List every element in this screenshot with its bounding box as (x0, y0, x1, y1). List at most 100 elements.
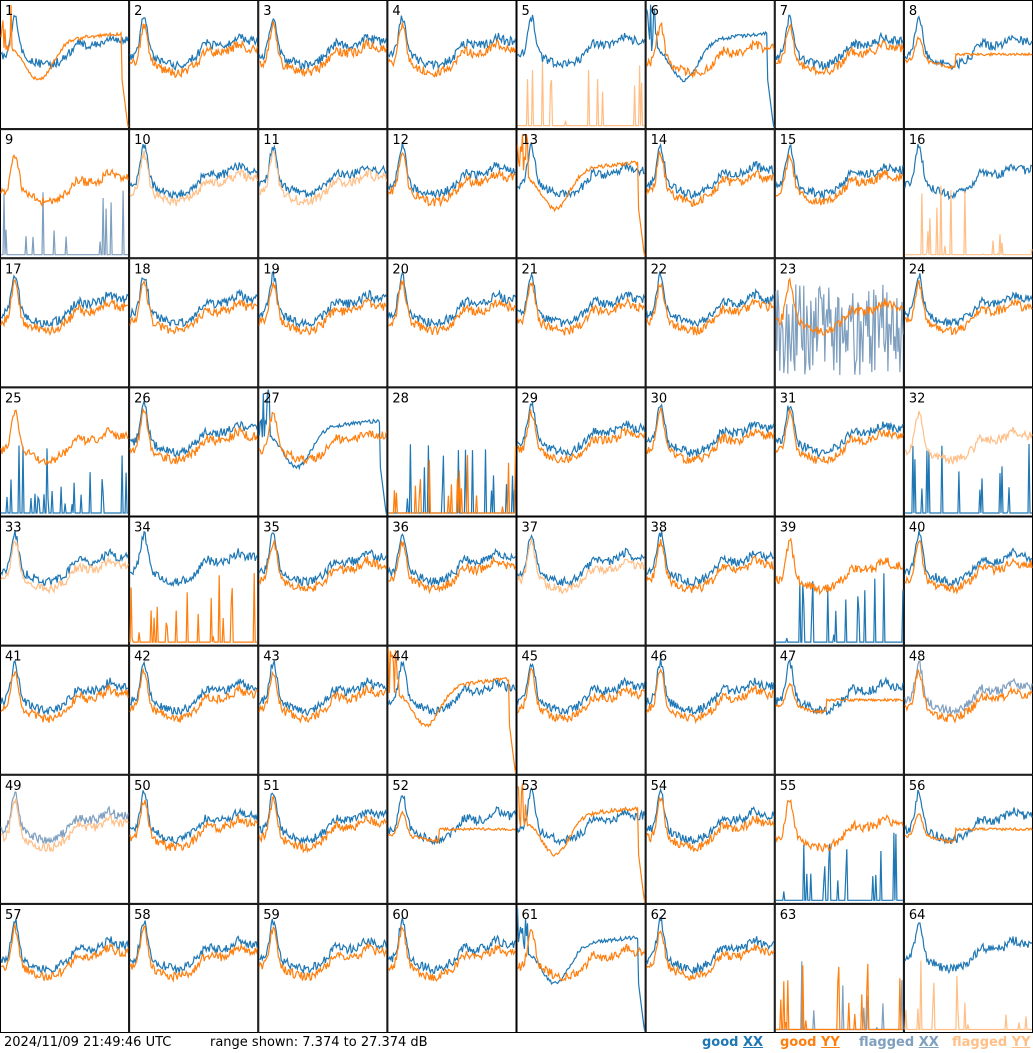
panel-25-yy-line (0, 409, 129, 466)
panel-35-xx-line (258, 532, 387, 588)
panel-28-yy-line (388, 446, 517, 514)
panel-30: 30 (645, 387, 775, 517)
panel-label: 9 (5, 133, 13, 148)
panel-4-xx-line (387, 15, 517, 71)
panel-21-xx-line (517, 272, 646, 328)
panel-2-xx-line (129, 16, 258, 72)
legend-flagged-xx: flagged XX (859, 1035, 939, 1050)
panel-3-yy-line (259, 20, 387, 77)
panel-37-yy-line (516, 537, 646, 595)
panel-26: 26 (129, 387, 259, 517)
panel-label: 24 (909, 262, 926, 277)
panel-22: 22 (645, 258, 775, 388)
panel-label: 35 (263, 521, 280, 536)
panel-label: 52 (392, 779, 409, 794)
panel-24-xx-line (904, 273, 1033, 328)
panel-5-xx-line (517, 14, 646, 69)
panel-label: 49 (5, 779, 22, 794)
panel-label: 64 (909, 908, 926, 923)
panel-frame (903, 516, 1033, 646)
panel-label: 44 (392, 650, 409, 665)
panel-34-yy-line (129, 572, 258, 643)
panel-52-yy-line (388, 810, 516, 845)
panel-label: 62 (651, 908, 668, 923)
panel-frame (387, 645, 517, 775)
panel-59: 59 (258, 903, 388, 1033)
panel-frame (516, 258, 646, 388)
panel-12-yy-line (387, 152, 517, 208)
panel-51-xx-line (258, 792, 387, 846)
panel-30-xx-line (646, 403, 775, 457)
panel-frame (774, 645, 904, 775)
panel-label: 50 (134, 779, 151, 794)
panel-53: 53 (516, 774, 646, 904)
panel-20-yy-line (387, 280, 516, 336)
panel-21: 21 (516, 258, 646, 388)
panel-label: 57 (5, 908, 22, 923)
panel-19: 19 (258, 258, 388, 388)
panel-51-yy-line (258, 794, 387, 854)
panel-label: 20 (392, 262, 409, 277)
panel-31-xx-line (775, 405, 904, 458)
panel-24: 24 (903, 258, 1033, 388)
panel-36-xx-line (387, 533, 517, 588)
panel-9: 9 (0, 129, 130, 259)
panel-5-yy-line (517, 62, 645, 127)
panel-43-yy-line (258, 670, 387, 724)
panel-3-xx-line (258, 17, 387, 71)
panel-56-xx-line (904, 789, 1033, 845)
panel-label: 53 (522, 779, 539, 794)
panel-frame (0, 774, 130, 904)
panel-49-xx-line (0, 791, 129, 845)
panel-10: 10 (129, 129, 259, 259)
panel-61-yy-line (517, 929, 646, 982)
panel-16-xx-line (904, 143, 1033, 201)
panel-44-yy-line (387, 648, 517, 773)
panel-25: 25 (0, 387, 130, 517)
panel-36-yy-line (388, 540, 517, 595)
panel-31: 31 (774, 387, 904, 517)
panel-10-yy-line (129, 150, 258, 207)
panel-frame (516, 645, 646, 775)
panel-40: 40 (903, 516, 1033, 646)
panel-frame (129, 903, 259, 1033)
panel-56: 56 (903, 774, 1033, 904)
panel-45: 45 (516, 645, 646, 775)
panel-57: 57 (0, 903, 130, 1033)
panel-44: 44 (387, 645, 517, 775)
panel-13: 13 (516, 129, 646, 259)
panel-29: 29 (516, 387, 646, 517)
panel-62: 62 (645, 903, 775, 1033)
panel-46-xx-line (646, 658, 775, 716)
legend-good-xx: good XX (702, 1035, 764, 1050)
panel-6: 6 (645, 0, 775, 130)
panel-8-yy-line (904, 35, 1033, 70)
panel-frame (258, 645, 388, 775)
panel-label: 29 (522, 391, 539, 406)
panel-8-xx-line (904, 15, 1033, 71)
panel-21-yy-line (516, 282, 646, 336)
legend-good-yy: good YY (780, 1035, 840, 1050)
panel-26-xx-line (129, 400, 258, 458)
panel-label: 16 (909, 133, 926, 148)
panel-frame (516, 129, 646, 259)
panel-label: 10 (134, 133, 151, 148)
panel-label: 51 (263, 779, 280, 794)
panel-label: 12 (392, 133, 409, 148)
panel-45-yy-line (517, 667, 645, 723)
panel-23-xx-line (775, 284, 904, 376)
panel-16: 16 (903, 129, 1033, 259)
panel-label: 58 (134, 908, 151, 923)
panel-40-xx-line (904, 530, 1033, 587)
panel-38-xx-line (646, 531, 775, 588)
panel-10-xx-line (129, 144, 258, 200)
panel-42: 42 (129, 645, 259, 775)
panel-46-yy-line (646, 668, 775, 725)
panel-15: 15 (774, 129, 904, 259)
panel-1-xx-line (0, 14, 129, 70)
panel-7-xx-line (775, 14, 904, 71)
panel-23-yy-line (775, 277, 904, 336)
panel-18-yy-line (129, 279, 258, 335)
panel-34: 34 (129, 516, 259, 646)
